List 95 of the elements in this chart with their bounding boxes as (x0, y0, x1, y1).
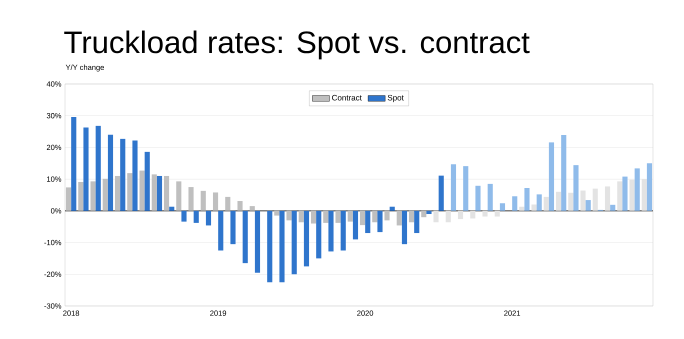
bar (292, 210, 297, 274)
bar (218, 210, 224, 250)
bar (156, 176, 162, 211)
bar (90, 181, 96, 211)
bar (225, 196, 230, 211)
legend-label: Spot (388, 94, 404, 102)
bar (164, 176, 170, 211)
bar (604, 186, 610, 211)
bar (573, 165, 579, 211)
bar (144, 152, 150, 211)
bar (408, 210, 414, 222)
bar (556, 192, 562, 211)
legend-label: Contract (332, 94, 362, 101)
bar (390, 206, 395, 211)
bar (108, 134, 114, 211)
bar (488, 184, 493, 211)
bar (78, 182, 84, 211)
bar (310, 210, 316, 224)
bar (524, 188, 530, 211)
bar (494, 210, 500, 217)
bar (365, 210, 370, 234)
bar (176, 181, 182, 211)
bar (83, 127, 89, 211)
bar (536, 194, 542, 211)
bar (433, 210, 439, 222)
bar (242, 210, 248, 264)
bar (286, 210, 292, 220)
bar (230, 210, 236, 244)
bar (298, 210, 304, 222)
bar (212, 192, 218, 211)
bar (580, 190, 586, 211)
bar (250, 206, 255, 211)
bar (458, 210, 464, 220)
bar (152, 174, 157, 211)
bar (328, 210, 334, 252)
bar (274, 210, 280, 216)
bar (414, 210, 420, 234)
bar (450, 164, 456, 211)
bar (622, 176, 628, 211)
bar (463, 166, 468, 211)
bar (316, 210, 322, 258)
bar (519, 206, 524, 211)
bar (335, 210, 341, 223)
bar (267, 210, 272, 282)
bar (642, 179, 647, 211)
bar (323, 210, 328, 223)
bar (586, 200, 591, 211)
bar (169, 206, 174, 211)
bar (426, 210, 432, 214)
bar (188, 187, 194, 211)
bar (139, 170, 145, 211)
bar (446, 210, 451, 222)
bar (629, 180, 635, 211)
bar (482, 210, 488, 217)
bar (132, 140, 138, 211)
bar (544, 196, 549, 211)
bar (561, 135, 566, 211)
bar (114, 176, 120, 211)
bar (348, 210, 353, 222)
bar (646, 163, 652, 211)
bar (71, 116, 76, 211)
bar (475, 186, 481, 211)
bar (181, 210, 187, 222)
bar (352, 210, 358, 240)
bar (396, 210, 402, 226)
bar (200, 190, 206, 211)
bar (360, 210, 366, 226)
bar (194, 210, 199, 223)
bar (610, 204, 616, 211)
bar (254, 210, 260, 273)
bar (377, 210, 383, 232)
bar (102, 178, 108, 211)
bar (96, 126, 101, 211)
bar (421, 210, 426, 218)
chart-title: Truckload rates: Spot vs. contract (64, 30, 530, 60)
bar (634, 168, 640, 211)
bar (548, 142, 554, 211)
bar (470, 210, 476, 218)
bar (279, 210, 285, 282)
bar (438, 176, 444, 211)
bar (340, 210, 346, 250)
bar (127, 173, 132, 211)
bar (531, 204, 537, 211)
bar (237, 201, 243, 211)
bar (568, 192, 574, 211)
bar (304, 210, 310, 266)
bar (512, 196, 518, 211)
bar (617, 181, 622, 211)
bar (120, 138, 126, 211)
bar (384, 210, 390, 220)
bar (372, 210, 378, 222)
bar (592, 188, 598, 211)
bar (500, 203, 506, 211)
bar (206, 210, 212, 226)
bar (402, 210, 408, 244)
